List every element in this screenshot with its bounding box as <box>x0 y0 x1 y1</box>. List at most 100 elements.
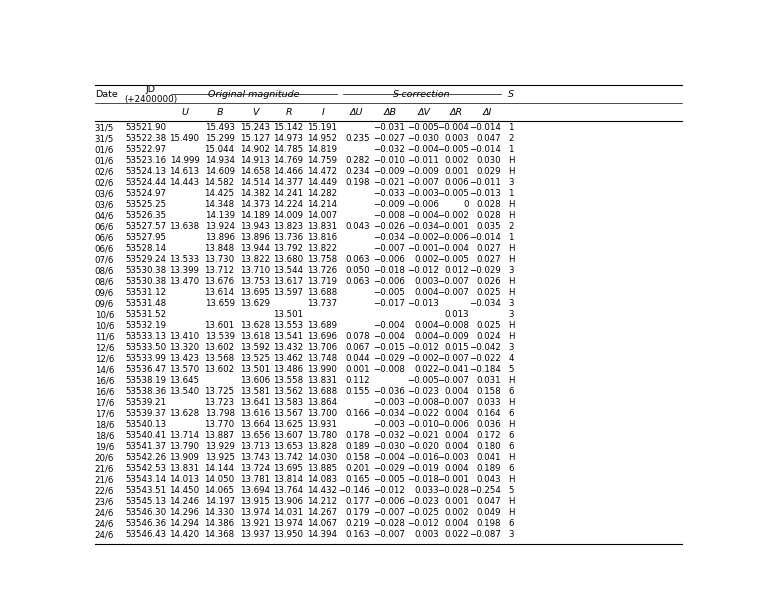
Text: −0.007: −0.007 <box>437 376 469 386</box>
Text: 0.002: 0.002 <box>415 255 439 265</box>
Text: H: H <box>508 200 515 209</box>
Text: −0.029: −0.029 <box>469 266 501 275</box>
Text: 0.178: 0.178 <box>345 431 370 440</box>
Text: 13.831: 13.831 <box>307 376 337 386</box>
Text: 0.198: 0.198 <box>345 179 370 187</box>
Text: 14.246: 14.246 <box>169 497 199 507</box>
Text: −0.008: −0.008 <box>437 321 469 330</box>
Text: 0.004: 0.004 <box>444 464 469 473</box>
Text: 0.022: 0.022 <box>415 365 439 375</box>
Text: 13.410: 13.410 <box>169 332 199 341</box>
Text: 13.753: 13.753 <box>240 278 270 286</box>
Text: 0.041: 0.041 <box>477 453 501 462</box>
Text: 13.723: 13.723 <box>205 398 234 407</box>
Text: 13.848: 13.848 <box>205 244 234 254</box>
Text: 13.533: 13.533 <box>169 255 199 265</box>
Text: 53526.35: 53526.35 <box>125 211 167 220</box>
Text: 0.026: 0.026 <box>477 278 501 286</box>
Text: (+2400000): (+2400000) <box>124 95 177 104</box>
Text: 13.638: 13.638 <box>169 222 199 231</box>
Text: 14.214: 14.214 <box>307 200 337 209</box>
Text: 13.887: 13.887 <box>205 431 234 440</box>
Text: H: H <box>508 289 515 297</box>
Text: 13.680: 13.680 <box>273 255 303 265</box>
Text: 13.943: 13.943 <box>240 222 270 231</box>
Text: 14.030: 14.030 <box>307 453 337 462</box>
Text: 31/5: 31/5 <box>95 123 114 133</box>
Text: H: H <box>508 453 515 462</box>
Text: 3: 3 <box>509 266 514 275</box>
Text: 0.078: 0.078 <box>345 332 370 341</box>
Text: 53533.13: 53533.13 <box>125 332 167 341</box>
Text: 14.432: 14.432 <box>307 486 337 495</box>
Text: 0.172: 0.172 <box>477 431 501 440</box>
Text: 14.377: 14.377 <box>273 179 303 187</box>
Text: 14.472: 14.472 <box>307 168 337 176</box>
Text: −0.008: −0.008 <box>407 398 439 407</box>
Text: −0.005: −0.005 <box>437 255 469 265</box>
Text: Original magnitude: Original magnitude <box>208 90 299 99</box>
Text: 13.828: 13.828 <box>307 442 337 451</box>
Text: 14.083: 14.083 <box>307 475 337 484</box>
Text: H: H <box>508 421 515 429</box>
Text: 0.235: 0.235 <box>345 134 370 144</box>
Text: −0.004: −0.004 <box>373 453 405 462</box>
Text: 1: 1 <box>509 189 514 198</box>
Text: 14.282: 14.282 <box>307 189 337 198</box>
Text: 07/6: 07/6 <box>95 255 114 265</box>
Text: 0.219: 0.219 <box>345 519 370 528</box>
Text: 13.462: 13.462 <box>273 354 303 363</box>
Text: 5: 5 <box>509 365 514 375</box>
Text: 53531.52: 53531.52 <box>125 310 167 319</box>
Text: −0.007: −0.007 <box>373 530 405 539</box>
Text: 0.198: 0.198 <box>477 519 501 528</box>
Text: 14.241: 14.241 <box>273 189 303 198</box>
Text: −0.032: −0.032 <box>373 146 405 154</box>
Text: −0.004: −0.004 <box>407 146 439 154</box>
Text: −0.002: −0.002 <box>437 211 469 220</box>
Text: −0.030: −0.030 <box>407 134 439 144</box>
Text: 14.050: 14.050 <box>205 475 234 484</box>
Text: 0.033: 0.033 <box>477 398 501 407</box>
Text: −0.026: −0.026 <box>373 222 405 231</box>
Text: 21/6: 21/6 <box>95 464 114 473</box>
Text: H: H <box>508 168 515 176</box>
Text: 14.420: 14.420 <box>169 530 199 539</box>
Text: 14.613: 14.613 <box>169 168 199 176</box>
Text: 13.885: 13.885 <box>307 464 337 473</box>
Text: 13.915: 13.915 <box>240 497 270 507</box>
Text: −0.027: −0.027 <box>373 134 405 144</box>
Text: −0.010: −0.010 <box>407 421 439 429</box>
Text: 13.736: 13.736 <box>273 233 303 243</box>
Text: 0.001: 0.001 <box>444 168 469 176</box>
Text: 15.490: 15.490 <box>169 134 199 144</box>
Text: 13.558: 13.558 <box>273 376 303 386</box>
Text: −0.002: −0.002 <box>407 354 439 363</box>
Text: 0.063: 0.063 <box>345 255 370 265</box>
Text: 0.004: 0.004 <box>444 387 469 396</box>
Text: 23/6: 23/6 <box>95 497 114 507</box>
Text: 14.067: 14.067 <box>307 519 337 528</box>
Text: 24/6: 24/6 <box>95 530 114 539</box>
Text: 14.382: 14.382 <box>240 189 270 198</box>
Text: −0.004: −0.004 <box>437 123 469 133</box>
Text: 12/6: 12/6 <box>95 354 114 363</box>
Text: 14.065: 14.065 <box>205 486 234 495</box>
Text: H: H <box>508 255 515 265</box>
Text: 0.004: 0.004 <box>415 332 439 341</box>
Text: 0.024: 0.024 <box>477 332 501 341</box>
Text: −0.009: −0.009 <box>373 168 405 176</box>
Text: 13.906: 13.906 <box>274 497 303 507</box>
Text: 13.602: 13.602 <box>205 343 234 352</box>
Text: 0.028: 0.028 <box>477 211 501 220</box>
Text: 24/6: 24/6 <box>95 508 114 518</box>
Text: −0.005: −0.005 <box>437 189 469 198</box>
Text: 14.785: 14.785 <box>273 146 303 154</box>
Text: 18/6: 18/6 <box>95 421 114 429</box>
Text: 13.790: 13.790 <box>169 442 199 451</box>
Text: −0.033: −0.033 <box>373 189 405 198</box>
Text: 0.027: 0.027 <box>477 255 501 265</box>
Text: 0.002: 0.002 <box>444 508 469 518</box>
Text: 13.601: 13.601 <box>205 321 234 330</box>
Text: 53524.44: 53524.44 <box>125 179 167 187</box>
